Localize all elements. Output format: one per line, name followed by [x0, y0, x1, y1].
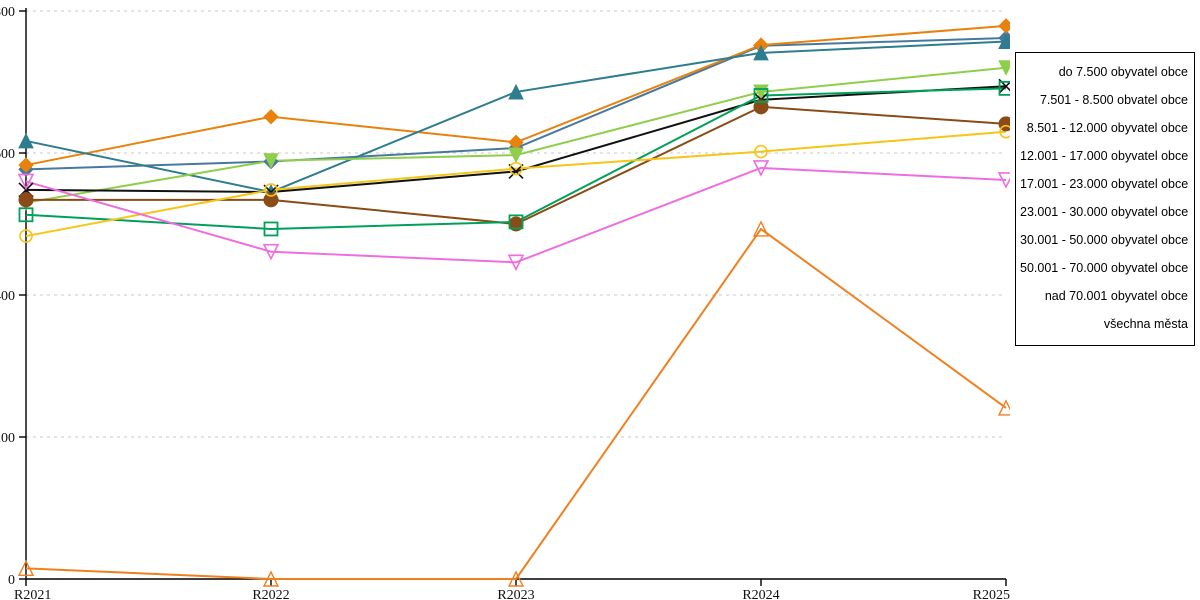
marker-triangle-down-open [997, 172, 1010, 189]
marker-circle-open [999, 124, 1010, 139]
marker-triangle-open [507, 570, 525, 587]
marker-triangle-down [998, 60, 1010, 76]
marker-triangle-up [508, 83, 524, 100]
legend-item[interactable]: 30.001 - 50.000 obyvatel obce [1020, 233, 1189, 248]
marker-diamond [18, 157, 34, 173]
marker-circle-open [754, 144, 768, 159]
legend-item[interactable]: do 7.500 obyvatel obce [1058, 65, 1188, 80]
marker-triangle-up [18, 132, 34, 149]
legend-item[interactable]: 17.001 - 23.000 obyvatel obce [1020, 177, 1189, 192]
legend-item[interactable]: všechna města [1103, 317, 1188, 332]
marker-triangle-down-open [507, 254, 525, 272]
legend-item[interactable]: 7.501 - 8.500 obvatel obce [1039, 93, 1188, 108]
marker-circle-open [19, 229, 33, 243]
marker-triangle-open [752, 220, 770, 237]
series-markers [17, 18, 1010, 587]
series-line [25, 166, 1007, 264]
marker-square [508, 214, 524, 230]
y-tick-label: 400 [0, 289, 15, 304]
marker-triangle-open [262, 570, 280, 587]
chart-svg: 0 200 400 600 800 R2021 R2022 R2023 R2024 R2025 [0, 5, 1010, 600]
y-tick-marks [19, 10, 26, 580]
legend-item[interactable]: 50.001 - 70.000 obyvatel obce [1020, 261, 1189, 276]
x-tick-label: R2022 [252, 588, 289, 600]
x-tick-label: R2023 [497, 588, 534, 600]
marker-triangle-up [753, 44, 769, 61]
marker-circle [753, 99, 769, 115]
marker-triangle-down [508, 147, 524, 164]
y-tick-label: 0 [8, 573, 15, 588]
x-tick-label: R2021 [14, 588, 51, 600]
marker-square [998, 80, 1010, 96]
chart-legend: do 7.500 obyvatel obce 7.501 - 8.500 obv… [1015, 52, 1195, 346]
marker-triangle-down-open [752, 160, 770, 177]
series-line [25, 130, 1007, 238]
marker-triangle-down-open [17, 173, 35, 191]
marker-diamond [998, 18, 1010, 34]
marker-triangle-down [263, 153, 279, 169]
x-tick-label: R2024 [742, 588, 779, 600]
marker-triangle-open [997, 399, 1010, 416]
series-line [25, 227, 1007, 580]
marker-triangle-down-open [262, 243, 280, 261]
marker-triangle-open [17, 559, 35, 577]
marker-triangle-up [998, 33, 1010, 50]
legend-item[interactable]: 8.501 - 12.000 obyvatel obce [1026, 121, 1188, 136]
x-tick-marks [25, 579, 1007, 586]
legend-item[interactable]: 12.001 - 17.000 obyvatel obce [1020, 149, 1189, 164]
series-lines [25, 24, 1007, 580]
marker-circle-open [264, 183, 278, 197]
marker-x [508, 163, 524, 180]
x-tick-labels: R2021 R2022 R2023 R2024 R2025 [14, 588, 1010, 600]
marker-square [753, 88, 769, 103]
legend-item[interactable]: nad 70.001 obyvatel obce [1044, 289, 1188, 304]
y-tick-label: 600 [0, 147, 15, 162]
y-tick-label: 200 [0, 431, 15, 446]
y-tick-labels: 0 200 400 600 800 [0, 5, 15, 588]
marker-square [263, 221, 279, 237]
y-tick-label: 800 [0, 5, 15, 20]
marker-circle-open [509, 161, 523, 176]
marker-circle [18, 192, 34, 208]
legend-item[interactable]: 23.001 - 30.000 obyvatel obce [1020, 205, 1189, 220]
marker-circle [263, 192, 279, 208]
plot-area: 0 200 400 600 800 R2021 R2022 R2023 R2024 R2025 [0, 5, 1010, 600]
marker-diamond [263, 109, 279, 125]
marker-square [18, 207, 34, 223]
x-tick-label: R2025 [973, 588, 1010, 600]
